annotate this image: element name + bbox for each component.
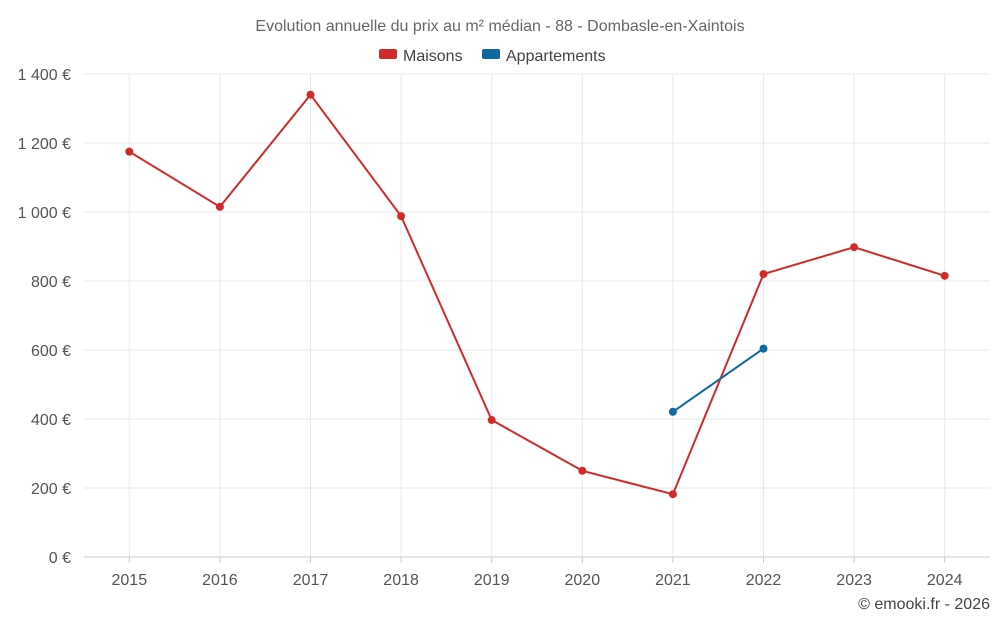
data-point-maisons[interactable] [578,466,587,475]
data-point-maisons[interactable] [125,147,134,156]
legend-swatch-appartements [482,49,500,59]
x-tick-label: 2023 [836,572,872,589]
x-tick-label: 2019 [474,572,510,589]
y-tick-label: 400 € [31,412,71,429]
y-tick-label: 0 € [49,550,71,567]
y-tick-label: 800 € [31,274,71,291]
y-tick-label: 1 400 € [18,67,71,84]
data-point-maisons[interactable] [668,490,677,499]
x-tick-label: 2018 [383,572,419,589]
y-axis-ticks: 0 € 200 € 400 € 600 € 800 € 1 000 € 1 200 € 1 4… [18,67,71,567]
data-point-maisons[interactable] [397,212,406,221]
x-tick-label: 2024 [927,572,963,589]
credit-text: © emooki.fr - 2026 [858,596,990,613]
data-point-maisons[interactable] [850,243,859,252]
legend-label-appartements[interactable]: Appartements [506,48,606,65]
x-tick-label: 2022 [746,572,782,589]
legend-label-maisons[interactable]: Maisons [403,48,463,65]
y-tick-label: 1 000 € [18,205,71,222]
y-tick-label: 1 200 € [18,136,71,153]
data-point-maisons[interactable] [940,271,949,280]
y-tick-label: 600 € [31,343,71,360]
x-tick-label: 2017 [293,572,329,589]
series-line-maisons [128,93,946,496]
data-point-appartements[interactable] [668,407,677,416]
x-axis-ticks: 2015 2016 2017 2018 2019 2020 2021 2022 2023 2024 [112,572,963,589]
data-point-maisons[interactable] [759,270,768,279]
chart-title: Evolution annuelle du prix au m² médian … [255,18,744,35]
x-tick-label: 2015 [112,572,148,589]
x-tick-label: 2021 [655,572,691,589]
data-point-maisons[interactable] [215,202,224,211]
data-point-maisons[interactable] [487,416,496,425]
data-point-appartements[interactable] [759,344,768,353]
legend: Maisons Appartements [379,48,606,65]
y-gridlines [84,73,990,489]
y-tick-label: 200 € [31,481,71,498]
legend-swatch-maisons [379,49,397,59]
series-layer [125,90,949,499]
data-point-maisons[interactable] [306,90,315,99]
series-line-appartements [672,347,765,413]
x-tick-label: 2020 [565,572,601,589]
x-tick-label: 2016 [202,572,238,589]
x-gridlines [128,74,946,563]
